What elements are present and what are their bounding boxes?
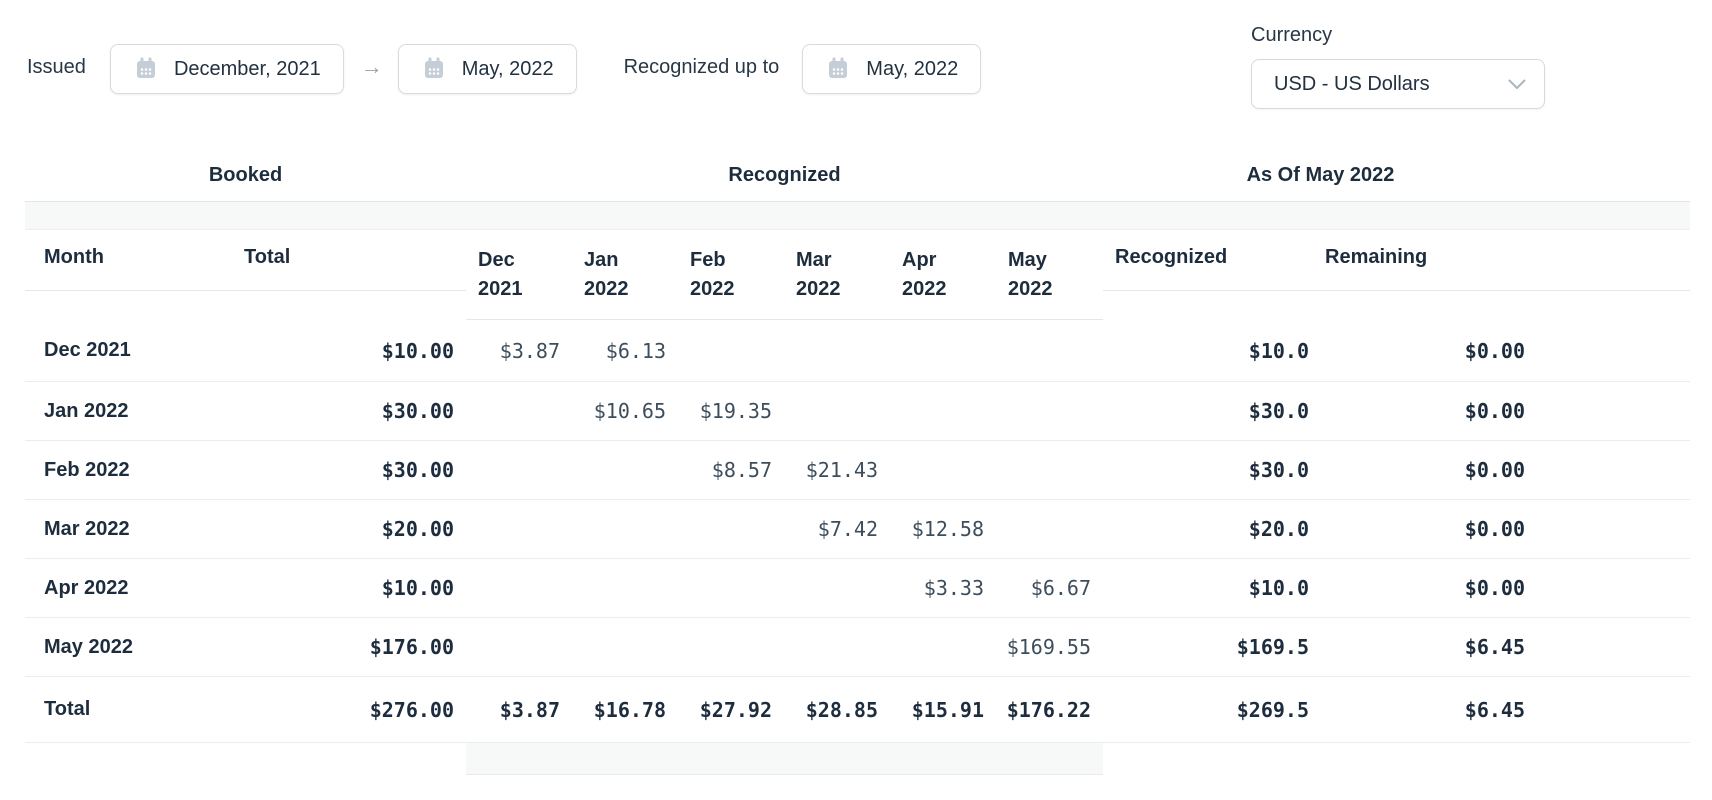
recognized-month-value: $12.58 bbox=[911, 517, 984, 541]
header-spacer-band bbox=[25, 201, 1690, 230]
footer-spacer-band bbox=[466, 743, 1103, 775]
booked-total-value: $176.00 bbox=[369, 635, 454, 659]
column-header-mar-2022: Mar 2022 bbox=[784, 230, 890, 320]
group-header-as-of: As Of May 2022 bbox=[1246, 164, 1395, 186]
as-of-remaining-value: $0.00 bbox=[1464, 458, 1525, 482]
recognized-month-value: $6.67 bbox=[1030, 576, 1091, 600]
recognized-month-value: $10.65 bbox=[593, 399, 666, 423]
recognized-month-value: $19.35 bbox=[699, 399, 772, 423]
column-header-recognized: Recognized bbox=[1103, 230, 1313, 291]
currency-control: Currency USD - US Dollars bbox=[1251, 24, 1545, 109]
group-header-recognized: Recognized bbox=[728, 164, 841, 186]
column-header-dec-2021: Dec 2021 bbox=[466, 230, 572, 320]
as-of-recognized-value: $10.0 bbox=[1248, 338, 1309, 363]
recognized-up-to-label: Recognized up to bbox=[623, 56, 780, 78]
chevron-down-icon bbox=[1508, 79, 1526, 89]
column-header-row: Month Total Dec 2021 Jan 2022 Feb 2022 Mar 2… bbox=[25, 230, 1690, 320]
as-of-recognized-value: $30.0 bbox=[1248, 458, 1309, 482]
recognized-month-value: $8.57 bbox=[711, 458, 772, 482]
as-of-remaining-value: $0.00 bbox=[1464, 576, 1525, 600]
table-row: Apr 2022 $10.00 $3.33 $6.67 $10.0 $0.00 bbox=[25, 559, 1690, 618]
as-of-remaining-value: $6.45 bbox=[1464, 635, 1525, 659]
booked-total-value: $30.00 bbox=[381, 458, 454, 482]
table-row: Jan 2022 $30.00 $10.65 $19.35 $30.0 $0.0… bbox=[25, 382, 1690, 441]
as-of-recognized-value: $20.0 bbox=[1248, 517, 1309, 541]
column-header-apr-2022: Apr 2022 bbox=[890, 230, 996, 320]
group-header-booked: Booked bbox=[208, 164, 283, 186]
column-header-remaining: Remaining bbox=[1313, 230, 1538, 291]
currency-selected-value: USD - US Dollars bbox=[1274, 72, 1430, 95]
calendar-icon bbox=[136, 57, 155, 78]
row-month-label: Jan 2022 bbox=[44, 399, 129, 422]
calendar-icon bbox=[829, 57, 848, 78]
issued-label: Issued bbox=[27, 56, 86, 78]
currency-label: Currency bbox=[1251, 24, 1333, 46]
filter-bar: Issued December, 2021 → May, 2022 Recogn… bbox=[0, 0, 1712, 115]
recognized-month-value: $7.42 bbox=[817, 517, 878, 541]
as-of-recognized-value: $10.0 bbox=[1248, 576, 1309, 600]
row-month-label: Feb 2022 bbox=[44, 458, 130, 481]
recognized-month-total: $176.22 bbox=[1006, 697, 1091, 722]
issued-from-date-picker[interactable]: December, 2021 bbox=[109, 44, 344, 94]
recognized-month-total: $27.92 bbox=[699, 697, 772, 722]
arrow-right-icon: → bbox=[360, 54, 383, 79]
recognized-up-to-date-picker[interactable]: May, 2022 bbox=[802, 44, 982, 94]
table-row: Feb 2022 $30.00 $8.57 $21.43 $30.0 $0.00 bbox=[25, 441, 1690, 500]
currency-select[interactable]: USD - US Dollars bbox=[1251, 59, 1545, 109]
column-header-total: Total bbox=[225, 230, 466, 291]
issued-to-date-picker[interactable]: May, 2022 bbox=[397, 44, 577, 94]
recognized-month-total: $28.85 bbox=[805, 697, 878, 722]
booked-total-value: $10.00 bbox=[381, 576, 454, 600]
row-month-label: Apr 2022 bbox=[44, 576, 129, 599]
group-header-row: Booked Recognized As Of May 2022 bbox=[25, 115, 1690, 201]
booked-total-value: $20.00 bbox=[381, 517, 454, 541]
issued-from-value: December, 2021 bbox=[173, 57, 321, 80]
recognized-up-to-value: May, 2022 bbox=[866, 57, 959, 80]
booked-total-value: $276.00 bbox=[369, 697, 454, 722]
as-of-recognized-value: $30.0 bbox=[1248, 399, 1309, 423]
as-of-remaining-value: $0.00 bbox=[1464, 517, 1525, 541]
booked-total-value: $10.00 bbox=[381, 338, 454, 363]
column-header-feb-2022: Feb 2022 bbox=[678, 230, 784, 320]
recognized-month-value: $169.55 bbox=[1006, 635, 1091, 659]
recognized-month-total: $16.78 bbox=[593, 697, 666, 722]
revenue-recognition-table: Booked Recognized As Of May 2022 Month T… bbox=[25, 115, 1690, 775]
total-row-label: Total bbox=[44, 698, 91, 720]
column-header-may-2022: May 2022 bbox=[996, 230, 1103, 320]
recognized-month-total: $15.91 bbox=[911, 697, 984, 722]
row-month-label: Dec 2021 bbox=[44, 339, 131, 361]
recognized-month-value: $3.87 bbox=[499, 338, 560, 363]
as-of-remaining-total: $6.45 bbox=[1464, 697, 1525, 722]
as-of-remaining-value: $0.00 bbox=[1464, 399, 1525, 423]
table-row: Dec 2021 $10.00 $3.87 $6.13 $10.0 $0.00 bbox=[25, 320, 1690, 382]
table-footer-row bbox=[25, 743, 1690, 775]
column-header-month: Month bbox=[25, 230, 225, 291]
table-total-row: Total $276.00 $3.87 $16.78 $27.92 $28.85… bbox=[25, 677, 1690, 743]
table-row: May 2022 $176.00 $169.55 $169.5 $6.45 bbox=[25, 618, 1690, 677]
booked-total-value: $30.00 bbox=[381, 399, 454, 423]
as-of-remaining-value: $0.00 bbox=[1464, 338, 1525, 363]
column-header-jan-2022: Jan 2022 bbox=[572, 230, 678, 320]
issued-to-value: May, 2022 bbox=[461, 57, 554, 80]
row-month-label: May 2022 bbox=[44, 635, 133, 658]
recognized-month-value: $21.43 bbox=[805, 458, 878, 482]
table-row: Mar 2022 $20.00 $7.42 $12.58 $20.0 $0.00 bbox=[25, 500, 1690, 559]
as-of-recognized-value: $169.5 bbox=[1236, 635, 1309, 659]
recognized-month-value: $3.33 bbox=[923, 576, 984, 600]
row-month-label: Mar 2022 bbox=[44, 517, 130, 540]
column-header-spacer bbox=[1538, 230, 1690, 291]
recognized-month-value: $6.13 bbox=[605, 338, 666, 363]
recognized-month-total: $3.87 bbox=[499, 697, 560, 722]
calendar-icon bbox=[424, 57, 443, 78]
as-of-recognized-total: $269.5 bbox=[1236, 697, 1309, 722]
